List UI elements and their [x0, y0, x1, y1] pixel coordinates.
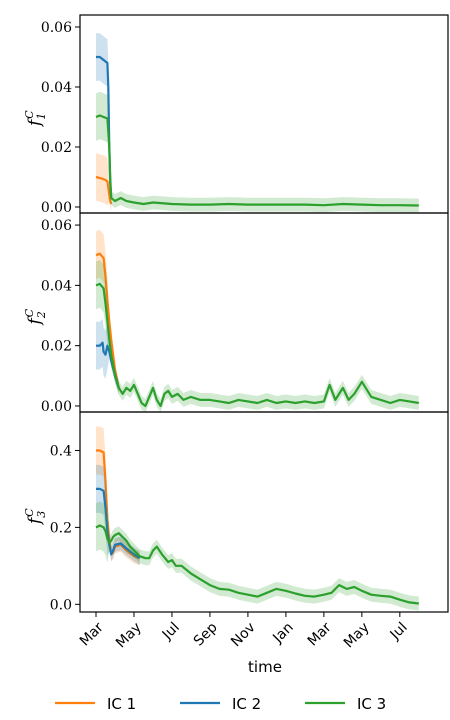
y-tick-label: 0.00 [41, 200, 72, 216]
y-tick-label: 0.02 [41, 140, 72, 156]
panel-frame [79, 411, 449, 613]
plot-area [95, 33, 419, 213]
y-label-base: f [25, 316, 45, 327]
y-label-sup: C [23, 308, 36, 317]
x-tick-label: Mar [305, 619, 335, 649]
series-band-ic3 [96, 260, 419, 412]
y-tick-label: 0.4 [50, 443, 72, 459]
legend-item-ic2: IC 2 [180, 695, 261, 713]
x-tick-label: Nov [228, 620, 259, 651]
y-axis-label: f2C [23, 308, 48, 326]
x-tick-label: Jul [387, 620, 411, 644]
y-tick-label: 0.06 [41, 20, 72, 36]
x-tick-label: Mar [77, 619, 107, 649]
legend-label: IC 2 [232, 695, 261, 713]
x-tick-label: May [341, 620, 373, 652]
y-axis-label: f3C [23, 508, 48, 526]
y-label-base: f [25, 515, 45, 526]
y-tick-label: 0.06 [41, 218, 72, 234]
x-tick-label: Jan [269, 620, 296, 647]
series-line-ic3 [95, 524, 419, 605]
series-band-ic1 [96, 153, 112, 211]
y-label-sup: C [23, 508, 36, 517]
y-tick-label: 0.04 [41, 80, 72, 96]
panel-3: 0.0 0.2 0.4 f3C [23, 411, 449, 617]
y-tick-label: 0.04 [41, 278, 72, 294]
x-tick-label: Sep [191, 619, 221, 649]
panel-1: 0.00 0.02 0.04 0.06 f1C [23, 14, 449, 216]
y-tick-label: 0.2 [50, 520, 72, 536]
series-line-ic1 [95, 252, 120, 389]
legend-label: IC 1 [107, 695, 136, 713]
legend-label: IC 3 [357, 695, 386, 713]
plot-area [95, 426, 419, 611]
y-tick-label: 0.0 [50, 597, 72, 613]
x-tick-label: May [113, 620, 145, 652]
series-band-ic2 [96, 318, 119, 395]
y-label-sub: 2 [35, 311, 48, 319]
series-band-ic3 [96, 501, 419, 611]
x-tick-label: Jul [159, 620, 183, 644]
series-line-ic2 [96, 487, 141, 560]
y-label-base: f [25, 117, 45, 128]
x-axis: Mar May Jul Sep Nov Jan Mar May Jul [77, 619, 411, 651]
y-tick-label: 0.02 [41, 339, 72, 355]
legend-item-ic1: IC 1 [55, 695, 136, 713]
x-axis-label: time [248, 658, 282, 676]
series-line-ic1 [95, 175, 113, 205]
series-line-ic3 [95, 282, 419, 408]
legend: IC 1 IC 2 IC 3 [55, 695, 386, 713]
panel-frame [79, 14, 449, 214]
chart-panels: 0.000.020.040.06f1C0.000.020.040.06f2C0.… [23, 14, 449, 617]
series-line-ic3 [95, 114, 419, 207]
plot-area [95, 229, 419, 412]
y-axis-label: f1C [23, 110, 48, 128]
series-band-ic3 [96, 91, 419, 213]
y-label-sup: C [23, 110, 36, 119]
legend-item-ic3: IC 3 [305, 695, 386, 713]
y-label-sub: 1 [35, 113, 48, 120]
y-tick-label: 0.00 [41, 399, 72, 415]
y-label-sub: 3 [35, 511, 48, 518]
panel-2: 0.00 0.02 0.04 0.06 f2C [23, 212, 449, 415]
